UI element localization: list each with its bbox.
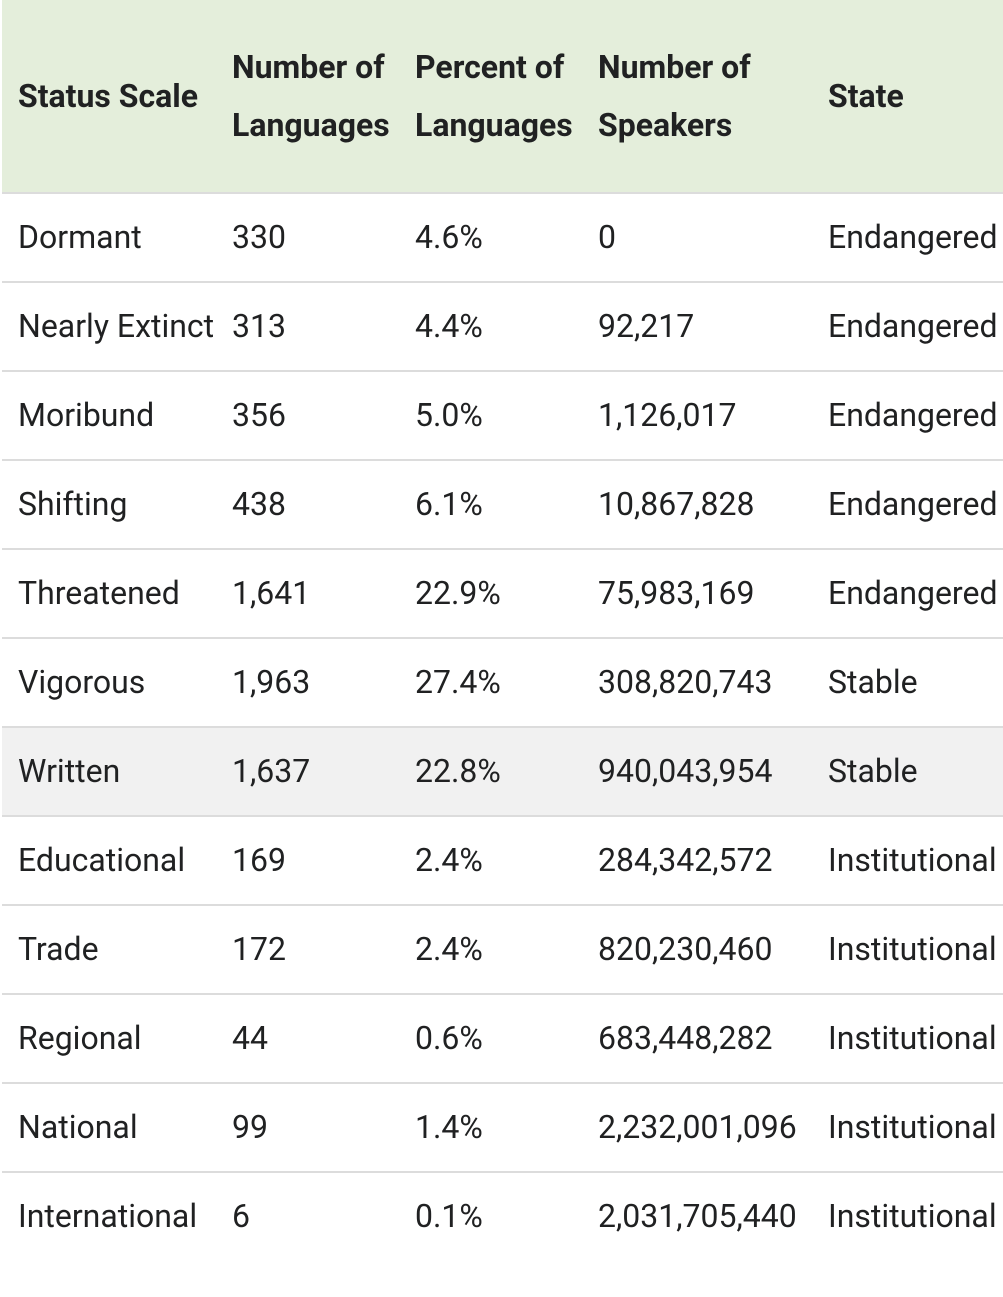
table-cell: 172 — [230, 904, 413, 994]
table-cell: 683,448,282 — [596, 993, 826, 1083]
header-cell: State — [826, 0, 1003, 193]
table-row: Written 1,637 22.8% 940,043,954 Stable — [2, 726, 1003, 816]
table-cell: 438 — [230, 459, 413, 549]
table-cell: 0 — [596, 192, 826, 282]
header-cell: Percent of Languages — [413, 0, 596, 193]
table-cell: 284,342,572 — [596, 815, 826, 905]
table-cell: Vigorous — [2, 637, 230, 727]
table-cell: Institutional — [826, 904, 1003, 994]
table-cell: 2.4% — [413, 815, 596, 905]
table-cell: 2.4% — [413, 904, 596, 994]
table-cell: Moribund — [2, 370, 230, 460]
table-cell: Institutional — [826, 815, 1003, 905]
table-cell: 820,230,460 — [596, 904, 826, 994]
table-row: Regional 44 0.6% 683,448,282 Institutional — [2, 993, 1003, 1083]
table-cell: Institutional — [826, 993, 1003, 1083]
table-cell: 1,641 — [230, 548, 413, 638]
table-cell: Regional — [2, 993, 230, 1083]
table-cell: 1,637 — [230, 726, 413, 816]
table-cell: 169 — [230, 815, 413, 905]
table-cell: Endangered — [826, 192, 1003, 282]
table-cell: Educational — [2, 815, 230, 905]
table-cell: 4.4% — [413, 281, 596, 371]
header-cell: Status Scale — [2, 0, 230, 193]
table-cell: 92,217 — [596, 281, 826, 371]
table-row: Threatened 1,641 22.9% 75,983,169 Endangered — [2, 548, 1003, 638]
table-cell: Endangered — [826, 548, 1003, 638]
table-row: Nearly Extinct 313 4.4% 92,217 Endangered — [2, 281, 1003, 371]
table-cell: Threatened — [2, 548, 230, 638]
table-cell: Dormant — [2, 192, 230, 282]
table-cell: 6.1% — [413, 459, 596, 549]
table-body: Dormant 330 4.6% 0 Endangered Nearly Extinct 3… — [2, 192, 1003, 1260]
table-cell: 1,963 — [230, 637, 413, 727]
table-cell: 356 — [230, 370, 413, 460]
table-cell: Institutional — [826, 1171, 1003, 1260]
table-cell: 99 — [230, 1082, 413, 1172]
table-cell: 6 — [230, 1171, 413, 1260]
table-cell: 0.6% — [413, 993, 596, 1083]
table-cell: 0.1% — [413, 1171, 596, 1260]
table-cell: 10,867,828 — [596, 459, 826, 549]
table-cell: 5.0% — [413, 370, 596, 460]
table-cell: 1,126,017 — [596, 370, 826, 460]
header-row: Status Scale Number of Languages Percent o… — [2, 0, 1003, 193]
table-cell: Trade — [2, 904, 230, 994]
table-cell: 22.8% — [413, 726, 596, 816]
table-cell: 940,043,954 — [596, 726, 826, 816]
table-cell: 44 — [230, 993, 413, 1083]
table-cell: Stable — [826, 726, 1003, 816]
table-row: Educational 169 2.4% 284,342,572 Institution… — [2, 815, 1003, 905]
table-cell: Endangered — [826, 370, 1003, 460]
table-cell: National — [2, 1082, 230, 1172]
table-row: Trade 172 2.4% 820,230,460 Institutional — [2, 904, 1003, 994]
data-table: Status Scale Number of Languages Percent o… — [2, 0, 1003, 1260]
table-cell: 1.4% — [413, 1082, 596, 1172]
table-cell: 330 — [230, 192, 413, 282]
table-cell: 75,983,169 — [596, 548, 826, 638]
table-cell: 2,031,705,440 — [596, 1171, 826, 1260]
table-row: National 99 1.4% 2,232,001,096 Institutional — [2, 1082, 1003, 1172]
table-cell: Written — [2, 726, 230, 816]
table-row: Shifting 438 6.1% 10,867,828 Endangered — [2, 459, 1003, 549]
table-cell: Nearly Extinct — [2, 281, 230, 371]
header-cell: Number of Languages — [230, 0, 413, 193]
table-cell: 313 — [230, 281, 413, 371]
table-cell: Endangered — [826, 281, 1003, 371]
table-cell: Stable — [826, 637, 1003, 727]
table-cell: 27.4% — [413, 637, 596, 727]
table-cell: Institutional — [826, 1082, 1003, 1172]
table-cell: Shifting — [2, 459, 230, 549]
table-cell: 4.6% — [413, 192, 596, 282]
table-cell: 22.9% — [413, 548, 596, 638]
table-row: Dormant 330 4.6% 0 Endangered — [2, 192, 1003, 282]
header-cell: Number of Speakers — [596, 0, 826, 193]
table-cell: 308,820,743 — [596, 637, 826, 727]
table-row: Vigorous 1,963 27.4% 308,820,743 Stable — [2, 637, 1003, 727]
table-row: International 6 0.1% 2,031,705,440 Instituti… — [2, 1171, 1003, 1260]
table-cell: International — [2, 1171, 230, 1260]
table-row: Moribund 356 5.0% 1,126,017 Endangered — [2, 370, 1003, 460]
table-cell: Endangered — [826, 459, 1003, 549]
table-cell: 2,232,001,096 — [596, 1082, 826, 1172]
